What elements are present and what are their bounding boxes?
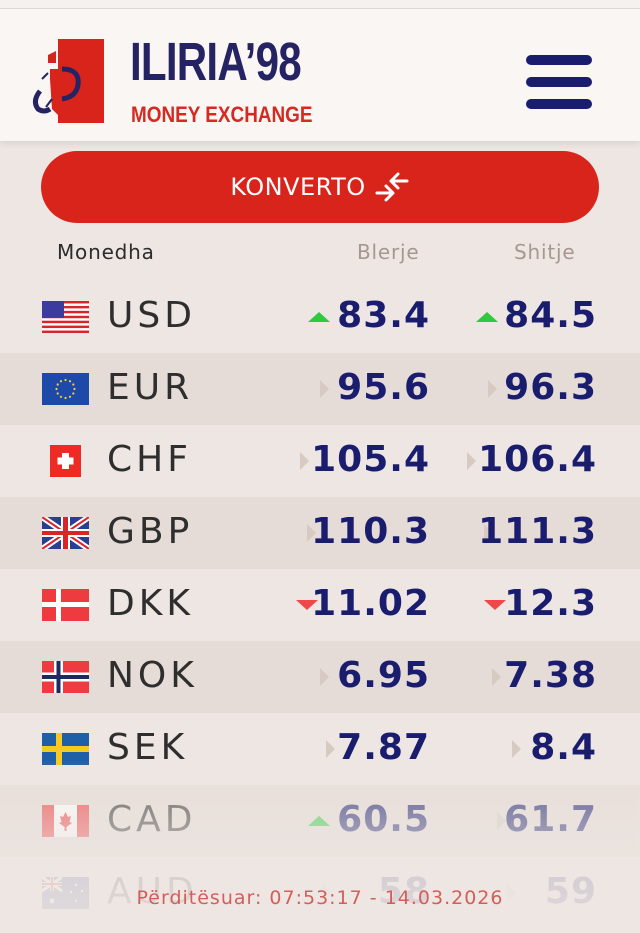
buy-rate: 95.6 [337, 367, 430, 408]
currency-code: DKK [107, 583, 194, 624]
eu-flag-icon [42, 373, 89, 405]
rates-table: USD 83.4 84.5 EUR 95.6 96.3 CHF 105.4 10… [0, 281, 640, 929]
site-header: ILIRIA’98 MONEY EXCHANGE [0, 9, 640, 141]
sell-trend-neutral-icon [460, 452, 482, 470]
buy-rate: 60.5 [337, 799, 430, 840]
gb-flag-icon [42, 517, 89, 549]
buy-trend-up-icon [308, 812, 330, 830]
buy-rate: 11.02 [311, 583, 430, 624]
sell-rate: 106.4 [478, 439, 597, 480]
buy-rate: 105.4 [311, 439, 430, 480]
sell-rate: 111.3 [478, 511, 597, 552]
ca-flag-icon [42, 805, 89, 837]
buy-trend-neutral-icon [300, 524, 322, 542]
currency-row-cad[interactable]: CAD 60.5 61.7 [0, 785, 640, 857]
sell-rate: 7.38 [504, 655, 597, 696]
currency-code: CHF [107, 439, 192, 480]
convert-arrows-icon [375, 172, 409, 202]
brand-name: ILIRIA’98 [130, 32, 302, 92]
sell-trend-neutral-icon [481, 380, 503, 398]
currency-code: NOK [107, 655, 198, 696]
sell-rate: 8.4 [530, 727, 597, 768]
currency-code: GBP [107, 511, 194, 552]
buy-trend-up-icon [308, 308, 330, 326]
currency-code: EUR [107, 367, 194, 408]
currency-code: USD [107, 295, 196, 336]
sell-trend-neutral-icon [485, 668, 507, 686]
buy-trend-neutral-icon [313, 668, 335, 686]
buy-trend-neutral-icon [313, 380, 335, 398]
buy-rate: 110.3 [311, 511, 430, 552]
iliria-logo-icon[interactable] [28, 39, 106, 127]
sell-rate: 96.3 [504, 367, 597, 408]
sell-trend-neutral-icon [477, 524, 499, 542]
currency-row-sek[interactable]: SEK 7.87 8.4 [0, 713, 640, 785]
buy-trend-neutral-icon [319, 740, 341, 758]
buy-trend-down-icon [296, 596, 318, 614]
column-header-sell: Shitje [514, 240, 576, 264]
column-header-buy: Blerje [357, 240, 420, 264]
buy-trend-neutral-icon [293, 452, 315, 470]
hamburger-menu-icon[interactable] [524, 53, 596, 113]
top-strip [0, 0, 640, 9]
currency-row-dkk[interactable]: DKK 11.02 12.3 [0, 569, 640, 641]
currency-row-nok[interactable]: NOK 6.95 7.38 [0, 641, 640, 713]
sell-trend-down-icon [484, 596, 506, 614]
buy-rate: 7.87 [337, 727, 430, 768]
no-flag-icon [42, 661, 89, 693]
last-updated-text: Përditësuar: 07:53:17 - 14.03.2026 [136, 887, 504, 909]
sell-rate: 12.3 [504, 583, 597, 624]
brand-subtitle: MONEY EXCHANGE [131, 102, 313, 127]
buy-rate: 83.4 [337, 295, 430, 336]
column-header-currency: Monedha [57, 240, 155, 264]
convert-button[interactable]: KONVERTO [41, 151, 599, 223]
currency-code: CAD [107, 799, 197, 840]
convert-button-label: KONVERTO [230, 173, 366, 201]
sell-rate: 61.7 [504, 799, 597, 840]
sell-trend-neutral-icon [505, 740, 527, 758]
sell-rate: 84.5 [504, 295, 597, 336]
currency-row-eur[interactable]: EUR 95.6 96.3 [0, 353, 640, 425]
se-flag-icon [42, 733, 89, 765]
currency-row-gbp[interactable]: GBP 110.3 111.3 [0, 497, 640, 569]
dk-flag-icon [42, 589, 89, 621]
currency-row-chf[interactable]: CHF 105.4 106.4 [0, 425, 640, 497]
buy-rate: 6.95 [337, 655, 430, 696]
currency-code: SEK [107, 727, 189, 768]
currency-row-usd[interactable]: USD 83.4 84.5 [0, 281, 640, 353]
ch-flag-icon [50, 445, 81, 477]
us-flag-icon [42, 301, 89, 333]
sell-trend-up-icon [476, 308, 498, 326]
